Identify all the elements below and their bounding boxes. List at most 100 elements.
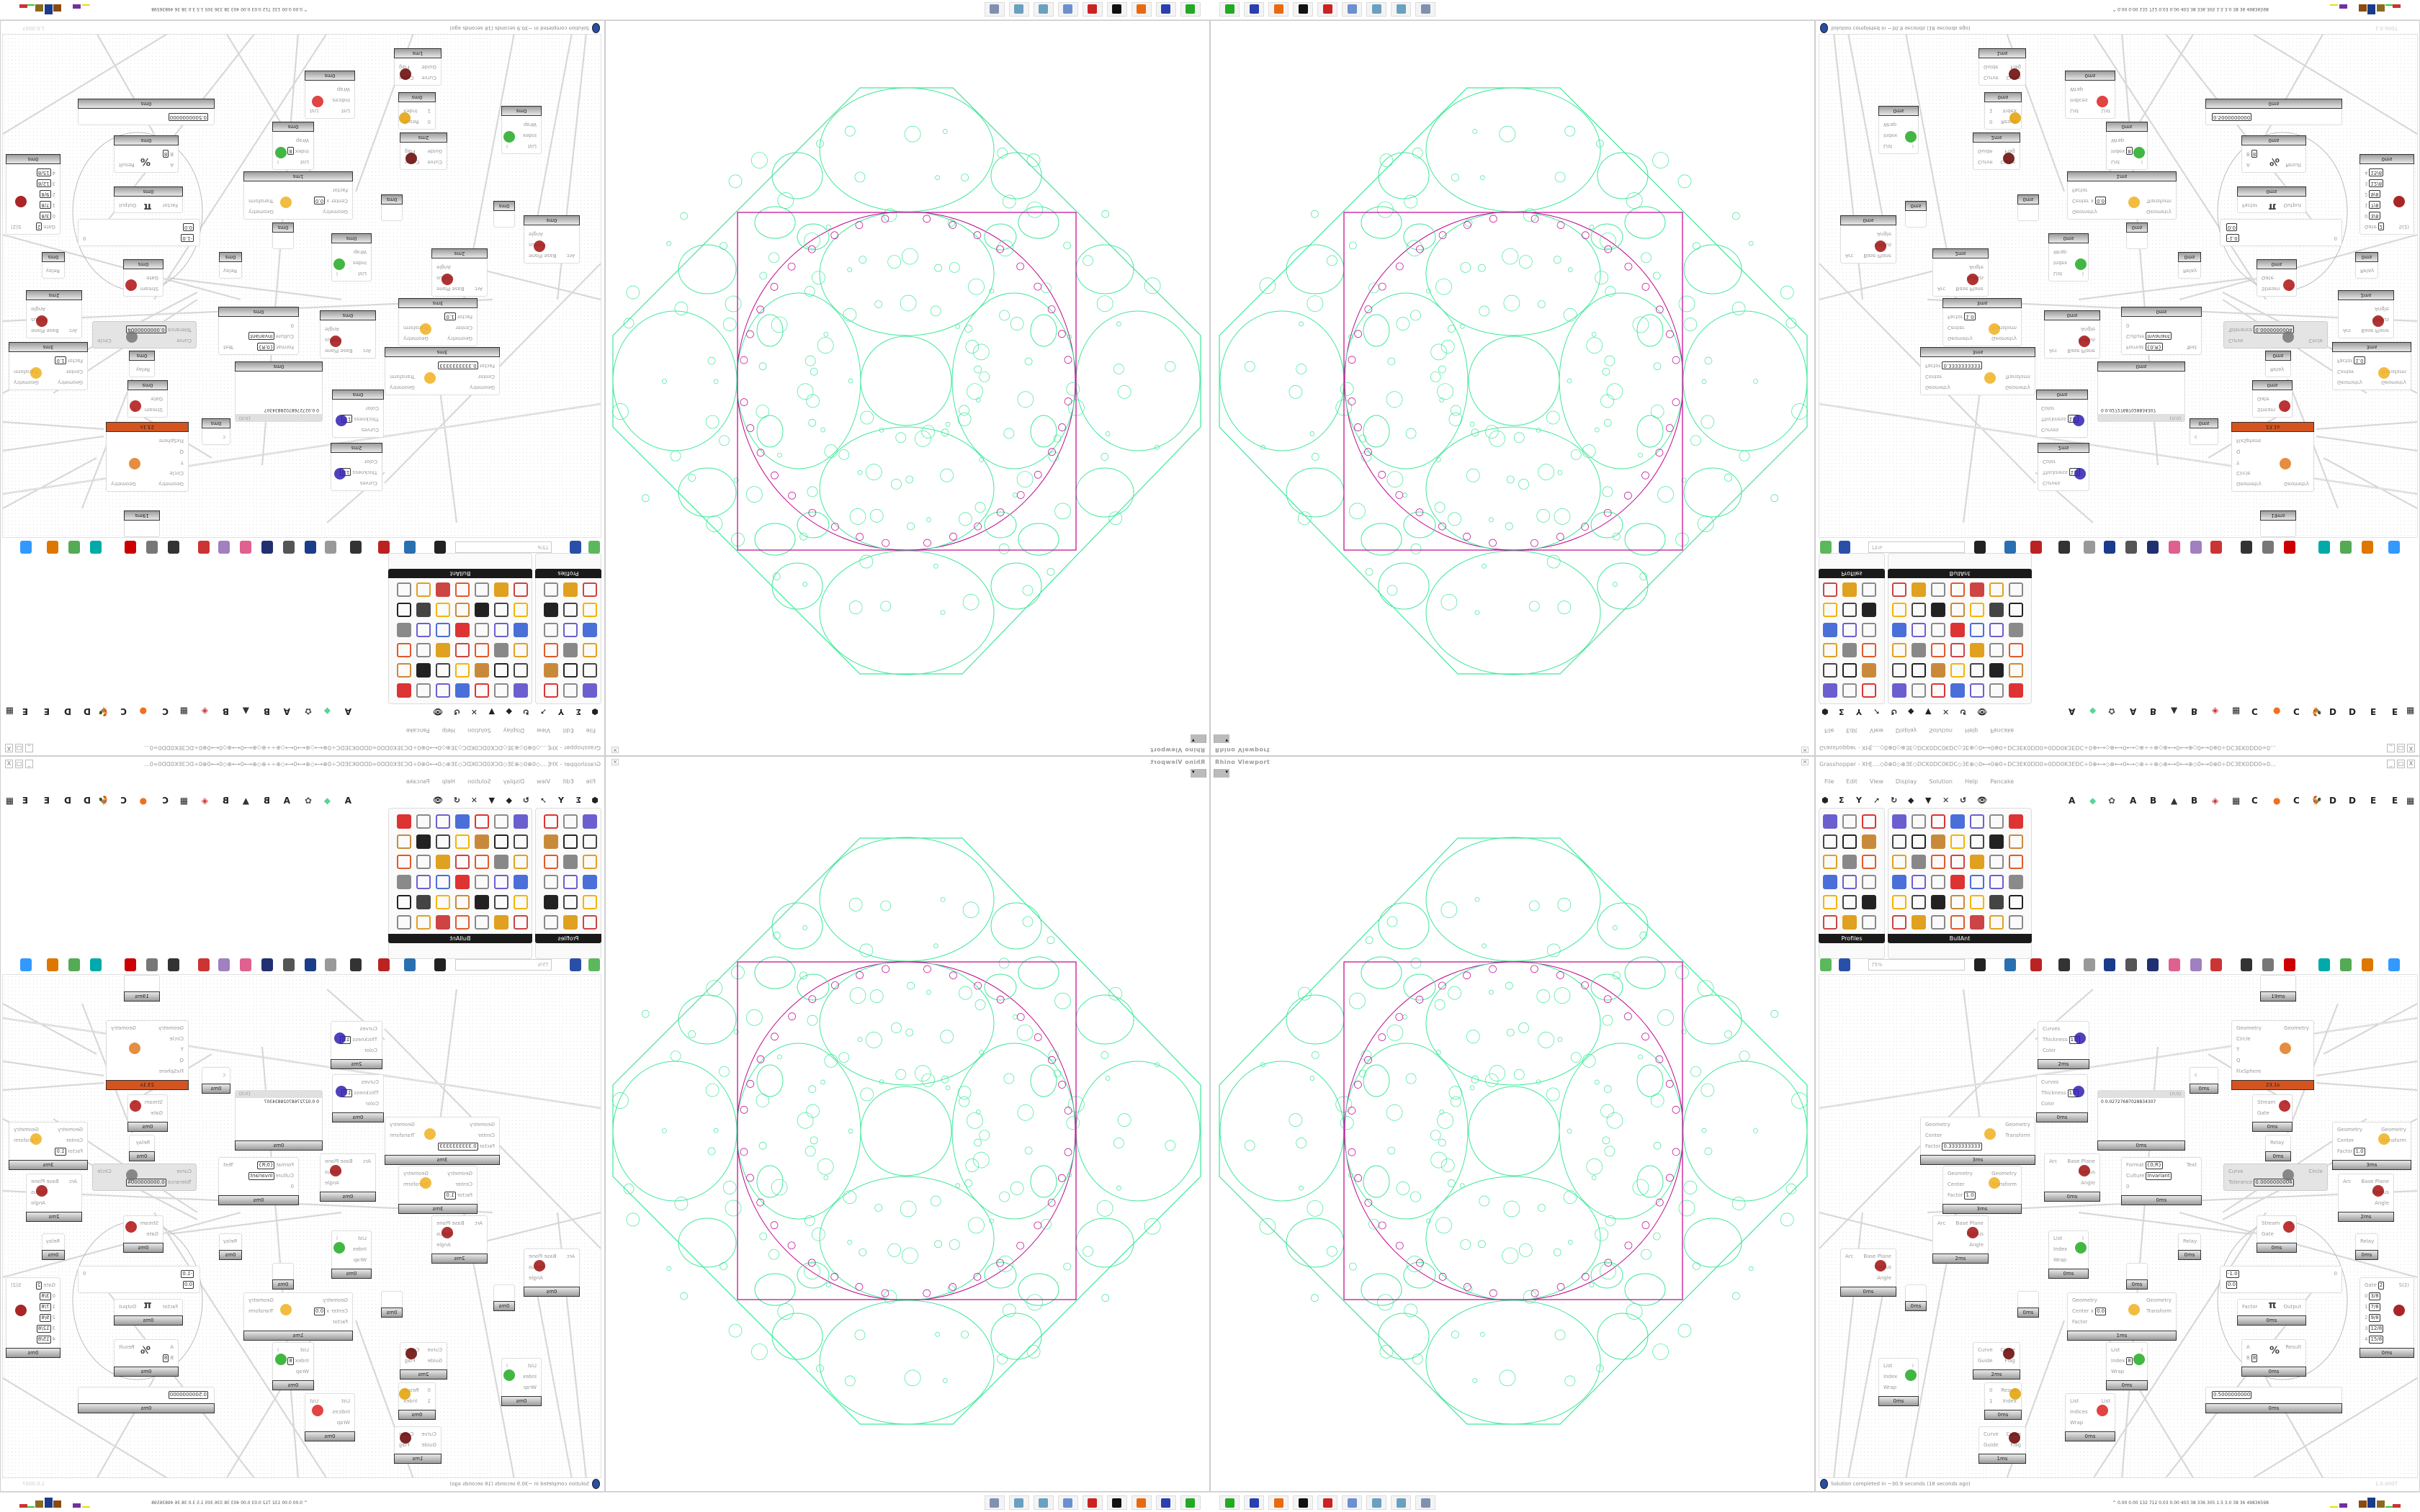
component-icon[interactable] [1862, 814, 1876, 829]
input-param[interactable]: 0 [1989, 119, 1993, 125]
input-param[interactable]: Geometry [2337, 379, 2362, 385]
input-param[interactable]: Circle [2236, 470, 2251, 476]
param-value[interactable]: 0.0000000004 [2254, 1179, 2294, 1187]
component-icon[interactable] [1862, 834, 1876, 849]
component-icon[interactable] [514, 915, 528, 930]
component-node[interactable]: List Indices Wrap List 0ms [2065, 1393, 2115, 1441]
component-icon[interactable] [563, 834, 578, 849]
input-param[interactable]: Factor [332, 187, 348, 193]
param-value[interactable]: 0.3333333333 [1942, 361, 1982, 369]
component-icon[interactable] [1931, 915, 1945, 930]
package-icon[interactable] [2169, 541, 2180, 554]
input-param[interactable]: 29/8 [40, 190, 55, 198]
component-icon[interactable] [514, 855, 528, 869]
input-param[interactable]: List [357, 271, 367, 276]
input-param[interactable]: Thickness1.0 [340, 1036, 377, 1044]
output-param[interactable]: Base Plane [1863, 1254, 1891, 1259]
number-slider[interactable]: -1.0 0.0 0 [2220, 219, 2342, 246]
component-icon[interactable] [1823, 643, 1837, 657]
scanner-icon[interactable] [1415, 2, 1435, 17]
component-icon[interactable] [563, 683, 578, 698]
input-param[interactable]: Color [2043, 459, 2056, 464]
component-icon[interactable] [583, 915, 597, 930]
component-node[interactable]: List Indices Wrap List 0ms [305, 71, 355, 119]
component-node[interactable]: 0ms [493, 1284, 515, 1311]
component-node[interactable]: 0ms [1905, 201, 1927, 228]
menu-pancake[interactable]: Pancake [1990, 727, 2015, 734]
rhino-icon[interactable] [1293, 2, 1313, 17]
component-icon[interactable] [494, 895, 508, 909]
output-param[interactable]: Angle [325, 326, 339, 332]
tab-icon-2[interactable]: Y [1856, 707, 1862, 716]
zoom-field[interactable]: 75% [455, 541, 552, 553]
param-value[interactable]: -1.0 [2226, 234, 2239, 242]
input-param[interactable]: Curves [2043, 480, 2061, 486]
save-64-icon[interactable] [1156, 1495, 1176, 1510]
component-node[interactable]: StreamGate00ms [2252, 1094, 2293, 1132]
component-icon[interactable] [544, 582, 558, 597]
component-node[interactable]: Factor Output π 0ms [114, 1299, 183, 1326]
component-icon[interactable] [1970, 814, 1984, 829]
output-param[interactable]: Geometry [2005, 1122, 2030, 1128]
new-file-icon[interactable] [1820, 541, 1832, 554]
new-file-icon[interactable] [588, 541, 600, 554]
input-param[interactable]: T [2236, 459, 2240, 465]
new-file-icon[interactable] [588, 958, 600, 971]
input-param[interactable]: Color [364, 459, 377, 464]
component-icon[interactable] [1970, 895, 1984, 909]
component-node[interactable]: Relay 0ms [2355, 252, 2378, 279]
tab-a-1[interactable]: A [283, 796, 290, 806]
output-param[interactable]: Transform [1991, 1182, 2017, 1187]
component-icon[interactable] [1989, 895, 2004, 909]
email-icon[interactable] [325, 541, 336, 554]
param-value[interactable]: 7/8 [2369, 201, 2380, 209]
input-param[interactable]: Indices [2070, 97, 2088, 103]
input-param[interactable]: Factor [2242, 202, 2258, 208]
param-value[interactable]: 3/8 [40, 1292, 51, 1300]
component-node[interactable]: 0ms [272, 1263, 294, 1290]
output-param[interactable]: Geometry [2146, 209, 2172, 215]
scanner-icon[interactable] [985, 2, 1005, 17]
input-param[interactable]: Index [1883, 1374, 1898, 1380]
notepad-icon[interactable] [1366, 1495, 1386, 1510]
output-param[interactable]: 0 [83, 1271, 86, 1277]
input-param[interactable]: Arc [68, 328, 77, 333]
tab-icon-3[interactable]: ➚ [539, 707, 547, 716]
component-node[interactable]: 0 1 Result Index 0ms [398, 92, 436, 130]
input-param[interactable]: 415/8 [36, 168, 55, 176]
input-param[interactable]: List [357, 1236, 367, 1241]
menu-pancake[interactable]: Pancake [405, 727, 430, 734]
param-value[interactable]: 1.0 [1964, 312, 1976, 320]
output-param[interactable]: Angle [325, 1180, 339, 1186]
component-icon[interactable] [1931, 623, 1945, 637]
component-icon[interactable] [1862, 603, 1876, 617]
save-64-icon[interactable] [1156, 2, 1176, 17]
component-icon[interactable] [455, 683, 470, 698]
preview-eye-icon[interactable] [2004, 958, 2016, 971]
component-icon[interactable] [2009, 875, 2023, 889]
bake-icon[interactable] [168, 541, 179, 554]
component-node[interactable]: c 0ms [202, 418, 230, 445]
component-icon[interactable] [544, 875, 558, 889]
component-node[interactable]: CurveGuideCurveFlag2ms [1973, 132, 2020, 170]
component-icon[interactable] [514, 814, 528, 829]
component-icon[interactable] [514, 663, 528, 678]
component-icon[interactable] [494, 875, 508, 889]
output-param[interactable]: Output [119, 202, 137, 208]
input-param[interactable]: Curve [421, 1431, 436, 1437]
shade-icon[interactable] [2318, 958, 2330, 971]
component-icon[interactable] [514, 875, 528, 889]
